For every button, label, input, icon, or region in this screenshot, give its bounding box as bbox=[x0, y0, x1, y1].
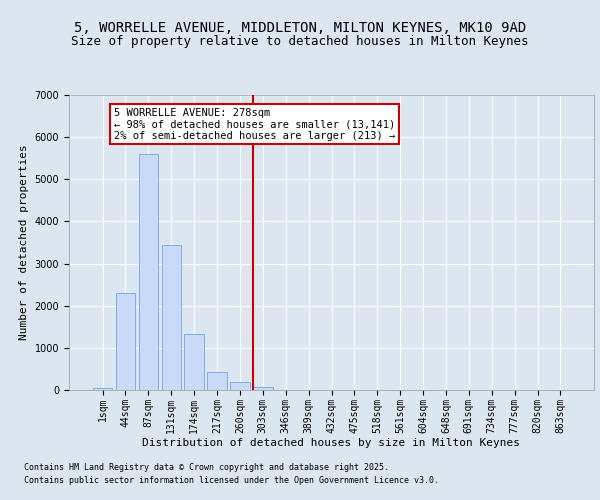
Bar bbox=[116, 293, 135, 390]
Text: Contains HM Land Registry data © Crown copyright and database right 2025.: Contains HM Land Registry data © Crown c… bbox=[24, 462, 389, 471]
Text: Size of property relative to detached houses in Milton Keynes: Size of property relative to detached ho… bbox=[71, 34, 529, 48]
Text: 5 WORRELLE AVENUE: 278sqm
← 98% of detached houses are smaller (13,141)
2% of se: 5 WORRELLE AVENUE: 278sqm ← 98% of detac… bbox=[114, 108, 395, 141]
Bar bbox=[184, 334, 204, 390]
Bar bbox=[139, 154, 158, 390]
Bar bbox=[230, 382, 250, 390]
Text: 5, WORRELLE AVENUE, MIDDLETON, MILTON KEYNES, MK10 9AD: 5, WORRELLE AVENUE, MIDDLETON, MILTON KE… bbox=[74, 20, 526, 34]
Bar bbox=[93, 388, 112, 390]
Bar bbox=[208, 372, 227, 390]
Bar bbox=[161, 244, 181, 390]
X-axis label: Distribution of detached houses by size in Milton Keynes: Distribution of detached houses by size … bbox=[143, 438, 521, 448]
Y-axis label: Number of detached properties: Number of detached properties bbox=[19, 144, 29, 340]
Text: Contains public sector information licensed under the Open Government Licence v3: Contains public sector information licen… bbox=[24, 476, 439, 485]
Bar bbox=[253, 387, 272, 390]
